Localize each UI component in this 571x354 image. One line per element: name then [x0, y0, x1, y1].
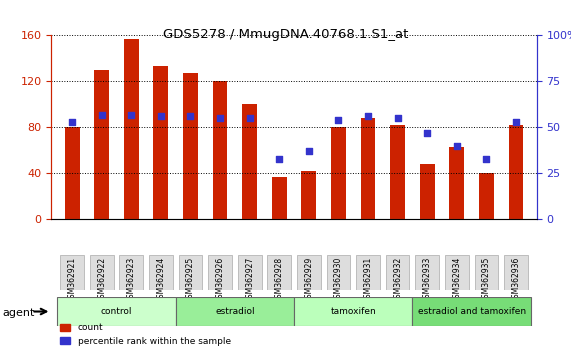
Text: GSM362925: GSM362925: [186, 257, 195, 303]
Text: GSM362935: GSM362935: [482, 257, 491, 303]
Point: [156, 114, 166, 119]
Point: [215, 115, 224, 121]
Bar: [390, 125, 405, 219]
Text: GSM362926: GSM362926: [216, 257, 224, 303]
FancyBboxPatch shape: [119, 255, 143, 290]
FancyBboxPatch shape: [475, 255, 498, 290]
FancyBboxPatch shape: [90, 255, 114, 290]
Point: [334, 117, 343, 123]
FancyBboxPatch shape: [267, 255, 291, 290]
Text: GSM362930: GSM362930: [334, 257, 343, 303]
Text: GSM362923: GSM362923: [127, 257, 136, 303]
Bar: [479, 173, 494, 219]
FancyBboxPatch shape: [57, 297, 176, 326]
Text: GSM362924: GSM362924: [156, 257, 166, 303]
Point: [393, 115, 402, 121]
Text: GSM362934: GSM362934: [452, 257, 461, 303]
Bar: [420, 164, 435, 219]
Point: [452, 143, 461, 149]
Point: [304, 149, 313, 154]
Text: GSM362936: GSM362936: [512, 257, 521, 303]
Point: [364, 114, 373, 119]
FancyBboxPatch shape: [412, 297, 531, 326]
Text: estradiol and tamoxifen: estradiol and tamoxifen: [417, 307, 526, 316]
Text: GSM362928: GSM362928: [275, 257, 284, 303]
Text: GSM362933: GSM362933: [423, 257, 432, 303]
FancyBboxPatch shape: [179, 255, 202, 290]
Text: estradiol: estradiol: [215, 307, 255, 316]
Bar: [301, 171, 316, 219]
Text: GSM362922: GSM362922: [97, 257, 106, 303]
Point: [245, 115, 254, 121]
FancyBboxPatch shape: [445, 255, 469, 290]
FancyBboxPatch shape: [238, 255, 262, 290]
Text: agent: agent: [3, 308, 35, 318]
Point: [275, 156, 284, 161]
Bar: [212, 81, 227, 219]
Bar: [154, 67, 168, 219]
Point: [423, 130, 432, 136]
Point: [482, 156, 491, 161]
Bar: [94, 70, 109, 219]
FancyBboxPatch shape: [61, 255, 84, 290]
FancyBboxPatch shape: [416, 255, 439, 290]
Text: GDS5278 / MmugDNA.40768.1.S1_at: GDS5278 / MmugDNA.40768.1.S1_at: [163, 28, 408, 41]
Legend: count, percentile rank within the sample: count, percentile rank within the sample: [56, 320, 234, 349]
Point: [127, 112, 136, 118]
Bar: [65, 127, 79, 219]
FancyBboxPatch shape: [149, 255, 173, 290]
FancyBboxPatch shape: [294, 297, 412, 326]
FancyBboxPatch shape: [356, 255, 380, 290]
Bar: [361, 118, 376, 219]
FancyBboxPatch shape: [327, 255, 350, 290]
Bar: [449, 147, 464, 219]
Bar: [242, 104, 257, 219]
Text: tamoxifen: tamoxifen: [331, 307, 376, 316]
Text: GSM362929: GSM362929: [304, 257, 313, 303]
Text: GSM362921: GSM362921: [67, 257, 77, 303]
Text: GSM362927: GSM362927: [245, 257, 254, 303]
Text: GSM362931: GSM362931: [364, 257, 372, 303]
FancyBboxPatch shape: [297, 255, 321, 290]
Point: [512, 119, 521, 125]
Bar: [331, 127, 346, 219]
Bar: [509, 125, 524, 219]
Text: GSM362932: GSM362932: [393, 257, 402, 303]
FancyBboxPatch shape: [176, 297, 294, 326]
FancyBboxPatch shape: [386, 255, 409, 290]
FancyBboxPatch shape: [208, 255, 232, 290]
Bar: [124, 39, 139, 219]
Point: [67, 119, 77, 125]
Bar: [183, 73, 198, 219]
Bar: [272, 177, 287, 219]
Point: [97, 112, 106, 118]
FancyBboxPatch shape: [504, 255, 528, 290]
Point: [186, 114, 195, 119]
Text: control: control: [100, 307, 132, 316]
